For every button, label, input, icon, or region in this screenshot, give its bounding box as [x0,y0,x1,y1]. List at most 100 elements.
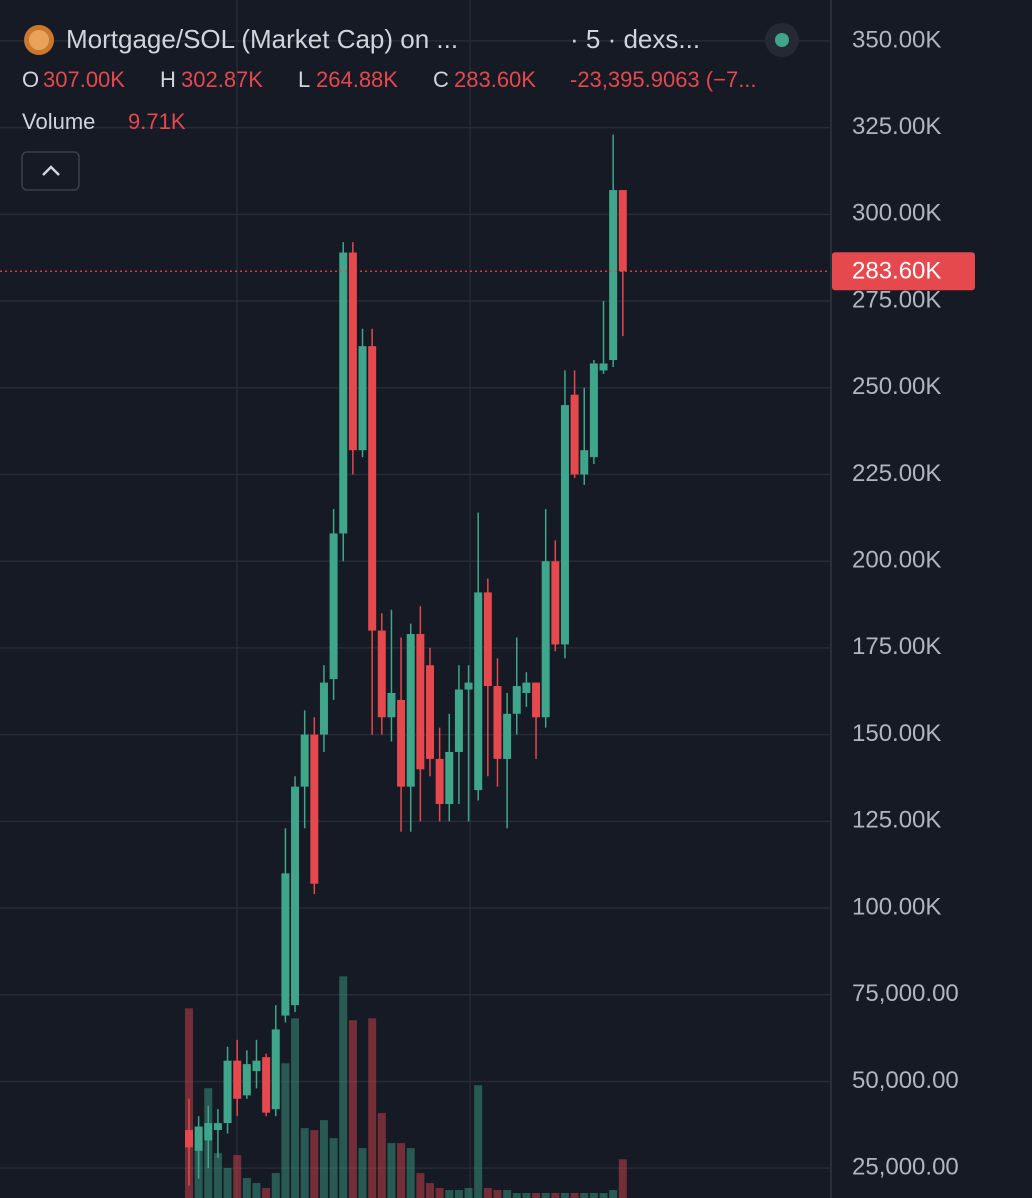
candle-body [329,533,338,680]
candle-body [319,682,328,735]
candle-body [541,561,550,718]
volume-bar [262,1188,271,1198]
volume-bar [319,1120,328,1198]
volume-bar [252,1183,261,1198]
open-label: O [22,67,39,92]
candle-body [339,252,348,534]
candle-body [252,1060,261,1072]
volume-bar [435,1188,444,1198]
volume-bar [377,1113,386,1198]
volume-bar [599,1193,608,1198]
candle-body [300,734,309,787]
volume-bar [406,1148,415,1198]
y-tick-label: 50,000.00 [852,1067,959,1094]
candle-body [474,592,483,791]
volume-bar [300,1128,309,1198]
candle-body [503,713,512,759]
candle-body [493,686,502,759]
candle-body [599,363,608,371]
y-tick-label: 325.00K [852,113,941,140]
volume-bar [618,1159,627,1198]
candle-body [435,758,444,804]
candle-body [310,734,319,884]
volume-bar [464,1188,473,1198]
volume-label: Volume [22,109,95,134]
low-value: 264.88K [316,67,398,92]
y-tick-label: 350.00K [852,26,941,53]
candle-body [271,1029,280,1110]
candle-body [213,1123,222,1131]
candle-body [291,786,300,1006]
volume-bar [483,1188,492,1198]
candle-body [262,1057,271,1113]
volume-bar [291,1018,300,1198]
candle-body [522,682,531,693]
volume-bar [387,1143,396,1198]
volume-bar [397,1143,406,1198]
volume-bar [532,1193,541,1198]
candle-body [551,561,560,645]
candle-layer [0,134,831,1186]
volume-bar [310,1130,319,1198]
candle-body [387,692,396,718]
high-label: H [160,67,176,92]
candle-body [483,592,492,687]
status-dot [775,33,789,47]
volume-bar [426,1183,434,1198]
volume-bar [348,1020,357,1198]
change-value: -23,395.9063 (−7... [570,67,757,92]
y-tick-label: 175.00K [852,633,941,660]
candle-body [560,405,569,645]
volume-bar [233,1155,242,1198]
candle-body [406,634,415,787]
y-tick-label: 250.00K [852,373,941,400]
candle-body [194,1126,203,1151]
candle-body [397,699,406,787]
last-price-tag [832,252,975,291]
candle-body [185,1130,193,1148]
high-value: 302.87K [181,67,263,92]
volume-value: 9.71K [128,109,186,134]
price-axis: 350.00K 325.00K 300.00K 275.00K 250.00K 225.0… [832,26,975,1181]
candle-body [426,665,434,759]
candle-body [281,873,290,1016]
grid [0,0,831,1198]
volume-bar [609,1190,618,1198]
header: Mortgage/SOL (Market Cap) on ... · 5 · d… [21,23,799,191]
volume-bar [454,1190,463,1198]
candle-body [368,346,377,631]
candle-body [618,190,627,272]
candle-body [358,346,367,451]
collapse-button[interactable] [21,151,80,191]
candle-body [233,1060,242,1099]
volume-bar [368,1018,377,1198]
candle-body [445,751,454,804]
candle-body [512,686,521,714]
candle-body [580,450,589,475]
y-tick-label: 25,000.00 [852,1154,959,1181]
volume-bar [358,1148,367,1198]
candle-body [609,190,618,361]
volume-bar [512,1193,521,1198]
y-tick-label: 125.00K [852,807,941,834]
volume-bar [570,1193,579,1198]
chart-title: Mortgage/SOL (Market Cap) on ... [66,24,458,54]
volume-bar [560,1193,569,1198]
volume-bar [271,1173,280,1198]
candle-body [223,1060,232,1124]
candle-body [242,1064,251,1096]
y-tick-label: 100.00K [852,893,941,920]
close-value: 283.60K [454,67,536,92]
chart-subtitle: · 5 · dexs... [570,24,700,54]
candle-body [532,682,541,718]
candle-body [204,1123,213,1141]
volume-bar [551,1193,560,1198]
volume-bar [503,1190,512,1198]
close-label: C [433,67,449,92]
candle-body [570,394,579,475]
candle-body [589,363,598,458]
candle-body [377,630,386,718]
candle-body [416,634,425,770]
